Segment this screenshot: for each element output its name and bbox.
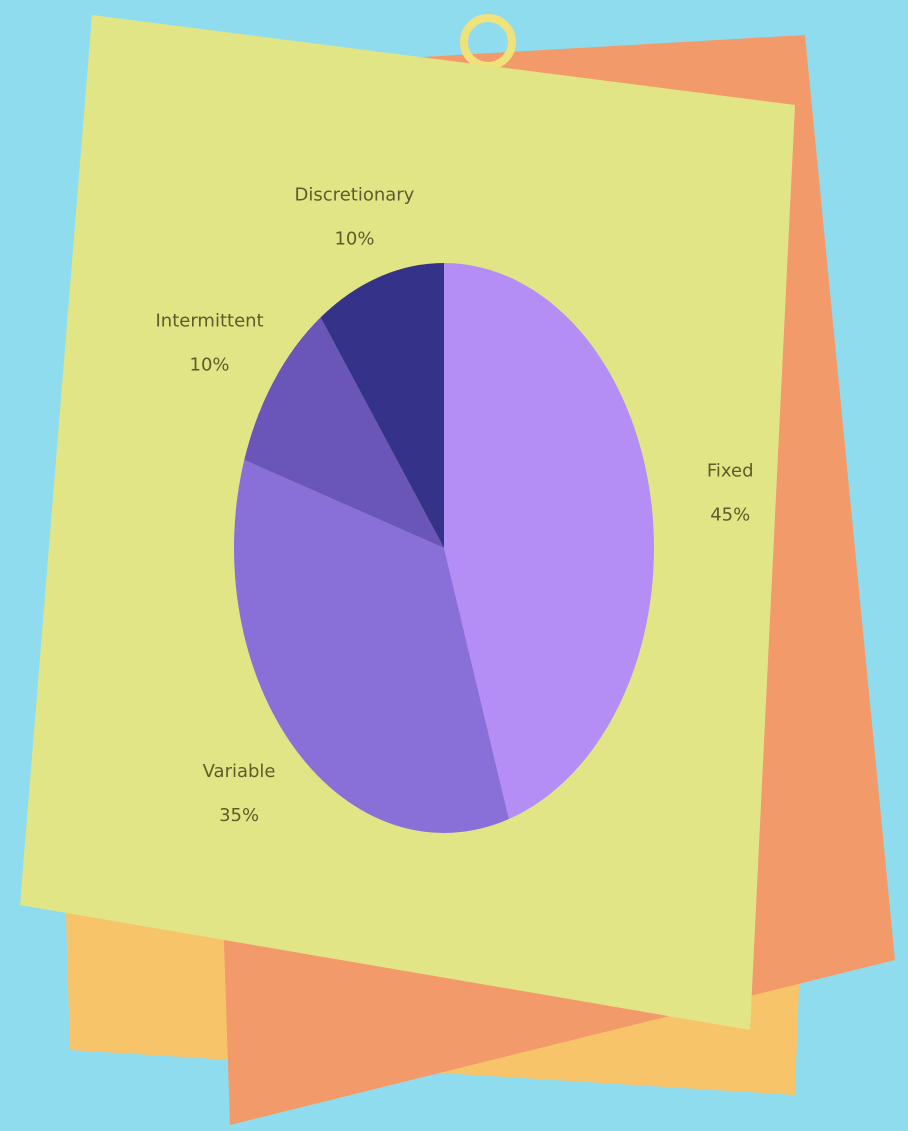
slice-category-label: Variable (203, 761, 276, 782)
slice-value-label: 10% (190, 355, 230, 376)
pie-slice (320, 263, 444, 548)
slice-category-label: Fixed (707, 461, 754, 482)
slice-value-label: 35% (219, 805, 259, 826)
pie-chart: Fixed 45% Variable 35% Intermittent 10% Discre… (155, 184, 754, 833)
slice-category-label: Discretionary (295, 184, 415, 205)
slice-category-label: Intermittent (155, 311, 263, 332)
pie-slice (233, 459, 509, 833)
slice-value-label: 10% (334, 228, 374, 249)
pie-slice (444, 263, 654, 820)
pie-slice (244, 317, 444, 548)
slice-value-label: 45% (710, 505, 750, 526)
